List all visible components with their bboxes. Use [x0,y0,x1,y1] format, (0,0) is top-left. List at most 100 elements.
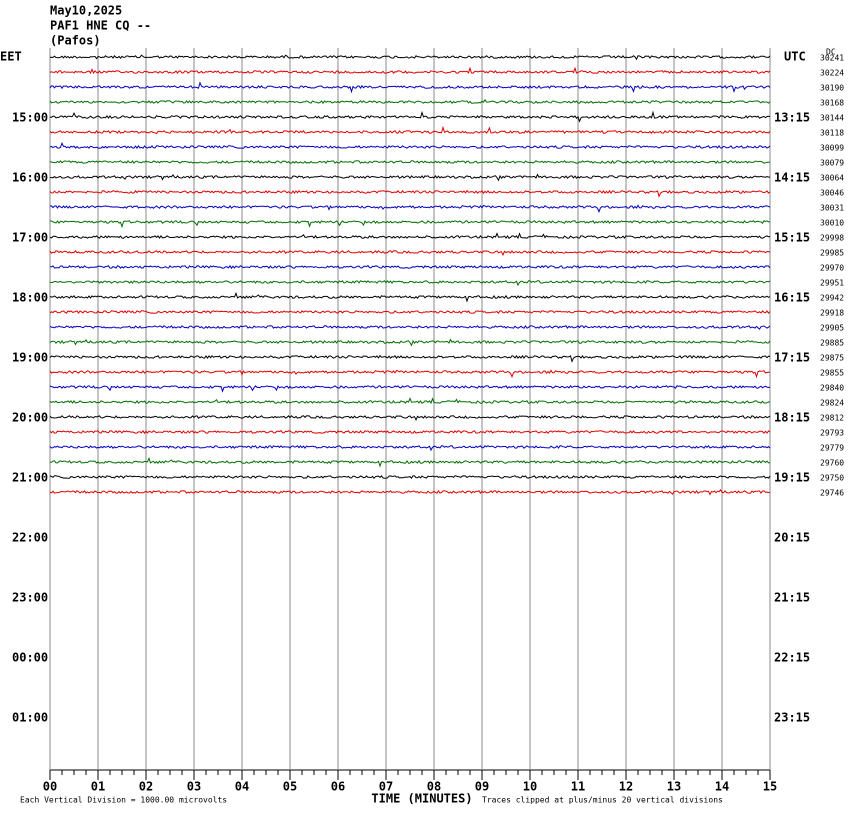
trace-label: 30224 [820,69,844,78]
right-time-label: 22:15 [774,651,810,665]
trace [49,98,771,105]
trace-label: 30144 [820,114,844,123]
right-time-label: 19:15 [774,471,810,485]
x-tick-label: 03 [187,780,201,794]
trace [49,338,771,347]
corner-note: DC [826,48,836,57]
trace [49,173,771,182]
x-tick-label: 02 [139,780,153,794]
trace-label: 29779 [820,444,844,453]
right-time-label: 13:15 [774,111,810,125]
left-time-label: 01:00 [12,711,48,725]
trace [50,110,771,123]
trace [49,384,771,393]
trace [49,66,771,75]
trace [49,189,771,198]
trace-label: 29905 [820,324,844,333]
x-tick-label: 12 [619,780,633,794]
x-tick-label: 13 [667,780,681,794]
left-time-label: 18:00 [12,291,48,305]
trace-label: 29942 [820,294,844,303]
trace-label: 30079 [820,159,844,168]
x-axis-label: TIME (MINUTES) [371,792,472,806]
right-time-label: 14:15 [774,171,810,185]
trace [49,204,771,214]
trace-label: 30168 [820,99,844,108]
x-tick-label: 06 [331,780,345,794]
right-time-label: 17:15 [774,351,810,365]
x-tick-label: 14 [715,780,729,794]
trace-label: 30046 [820,189,844,198]
note: Each Vertical Division = 1000.00 microvo… [20,796,227,805]
trace-label: 29885 [820,339,844,348]
trace-label: 29824 [820,399,844,408]
trace [49,250,771,257]
trace-label: 30010 [820,219,844,228]
trace-label: 29855 [820,369,844,378]
right-time-label: 21:15 [774,591,810,605]
trace-label: 30241 [820,54,844,63]
trace-label: 29875 [820,354,844,363]
trace-label: 30064 [820,174,844,183]
trace-label: 29812 [820,414,844,423]
trace [49,232,771,240]
trace [49,264,771,270]
right-time-label: 20:15 [774,531,810,545]
left-time-label: 23:00 [12,591,48,605]
trace [49,415,771,422]
trace [49,369,771,379]
trace [49,310,771,315]
trace [49,445,771,452]
trace-label: 29970 [820,264,844,273]
trace [49,159,771,165]
trace [49,489,771,496]
left-time-label: 22:00 [12,531,48,545]
x-tick-label: 11 [571,780,585,794]
x-tick-label: 01 [91,780,105,794]
trace-label: 30099 [820,144,844,153]
trace [49,81,771,94]
x-tick-label: 05 [283,780,297,794]
trace-label: 29998 [820,234,844,243]
right-time-label: 16:15 [774,291,810,305]
trace [49,54,771,61]
x-tick-label: 09 [475,780,489,794]
left-label: EET [0,50,22,64]
trace-label: 29951 [820,279,844,288]
trace-label: 29750 [820,474,844,483]
right-label: UTC [784,50,806,64]
x-tick-label: 07 [379,780,393,794]
trace-label: 29840 [820,384,844,393]
trace [49,429,771,435]
trace-label: 30190 [820,84,844,93]
trace-label: 30031 [820,204,844,213]
trace [49,291,771,303]
title-date: May10,2025 [50,4,122,18]
note: Traces clipped at plus/minus 20 vertical… [482,796,723,805]
x-tick-label: 10 [523,780,537,794]
left-time-label: 00:00 [12,651,48,665]
trace [49,397,771,405]
trace [49,475,771,480]
trace-label: 29918 [820,309,844,318]
x-tick-label: 04 [235,780,249,794]
trace [49,324,771,330]
x-tick-label: 08 [427,780,441,794]
title-location: (Pafos) [50,34,101,48]
right-time-label: 18:15 [774,411,810,425]
left-time-label: 16:00 [12,171,48,185]
left-time-label: 15:00 [12,111,48,125]
trace [49,125,771,135]
trace [50,219,771,229]
left-time-label: 20:00 [12,411,48,425]
trace [49,354,771,363]
right-time-label: 15:15 [774,231,810,245]
right-time-label: 23:15 [774,711,810,725]
left-time-label: 21:00 [12,471,48,485]
trace [49,141,771,150]
left-time-label: 19:00 [12,351,48,365]
x-tick-label: 15 [763,780,777,794]
trace-label: 30118 [820,129,844,138]
trace [49,280,771,287]
